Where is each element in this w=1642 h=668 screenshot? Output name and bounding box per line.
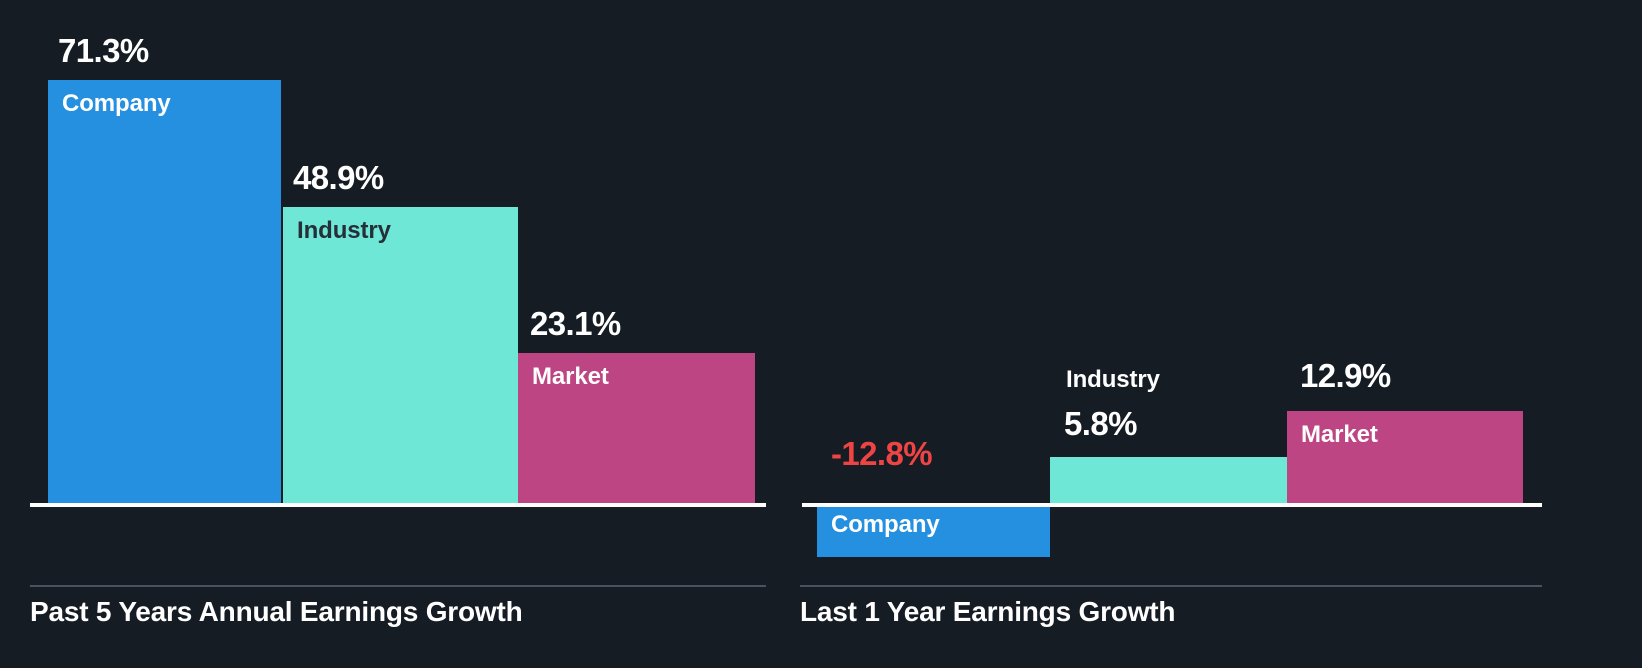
bar-label-company-left: Company (62, 90, 171, 117)
caption-past-5-years: Past 5 Years Annual Earnings Growth (30, 596, 523, 627)
bar-industry-right[interactable] (1050, 457, 1287, 505)
bar-market-right[interactable]: Market (1287, 411, 1523, 505)
zero-axis-line-left (30, 503, 766, 507)
bar-value-company-left: 71.3% (58, 32, 149, 69)
bar-label-industry-left: Industry (297, 217, 391, 244)
bar-label-company-right: Company (831, 511, 940, 538)
bar-label-industry-right: Industry (1066, 366, 1160, 393)
bar-value-industry-left: 48.9% (293, 159, 384, 196)
caption-divider-right (800, 585, 1542, 587)
bar-industry-left[interactable]: Industry (283, 207, 518, 505)
panel-last-1-year: Company -12.8% Industry 5.8% Market 12.9… (798, 0, 1642, 668)
bar-value-company-right: -12.8% (831, 435, 933, 472)
bar-value-industry-right: 5.8% (1064, 405, 1137, 442)
plot-area-left: Company 71.3% Industry 48.9% Market 23.1… (0, 0, 798, 505)
bar-value-market-right: 12.9% (1300, 357, 1391, 394)
zero-axis-line-right (802, 503, 1542, 507)
plot-area-right: Company -12.8% Industry 5.8% Market 12.9… (798, 0, 1642, 557)
bar-market-left[interactable]: Market (518, 353, 755, 505)
bar-company-right[interactable]: Company (817, 505, 1050, 557)
bar-company-left[interactable]: Company (48, 80, 281, 505)
panel-past-5-years: Company 71.3% Industry 48.9% Market 23.1… (0, 0, 798, 668)
bar-value-market-left: 23.1% (530, 305, 621, 342)
bar-label-market-left: Market (532, 363, 609, 390)
bar-label-market-right: Market (1301, 421, 1378, 448)
caption-last-1-year: Last 1 Year Earnings Growth (800, 596, 1176, 627)
caption-divider-left (30, 585, 766, 587)
